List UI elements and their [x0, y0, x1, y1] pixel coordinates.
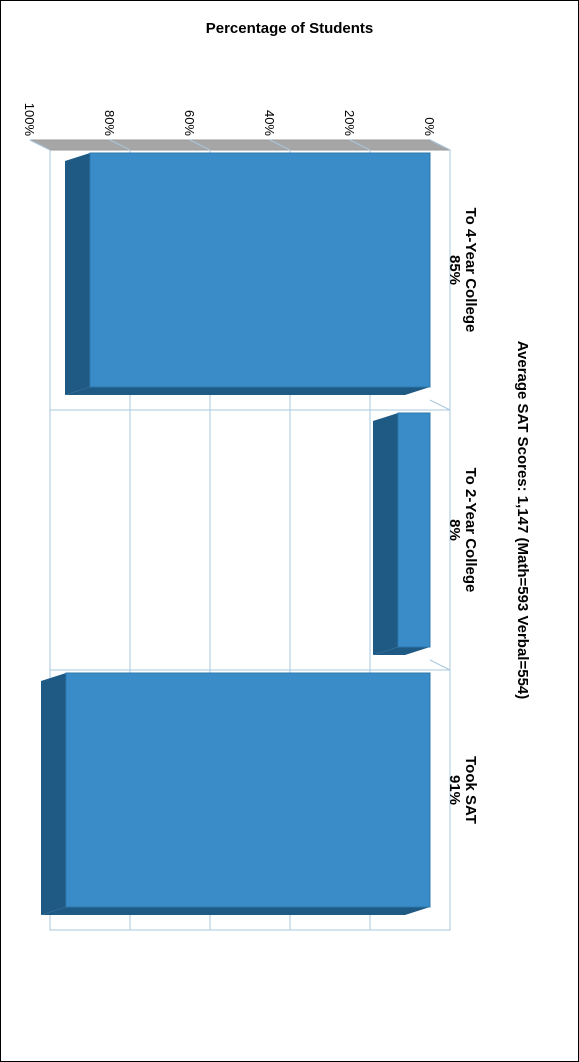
y-tick-label: 100% — [22, 103, 37, 137]
gridline-depth — [29, 139, 51, 151]
bar — [65, 672, 431, 908]
gridline-depth — [349, 139, 371, 151]
bar-side — [373, 647, 430, 655]
y-tick-label: 80% — [102, 110, 117, 136]
data-label: 85% — [446, 255, 463, 285]
y-tick-label: 20% — [342, 110, 357, 136]
y-tick-label: 60% — [182, 110, 197, 136]
data-label: 91% — [446, 775, 463, 805]
bar-top — [373, 413, 398, 655]
category-label: To 2-Year College — [462, 468, 479, 593]
bar-top — [65, 153, 90, 395]
category-label: Took SAT — [462, 756, 479, 824]
bar-top — [41, 673, 66, 915]
gridline-depth — [429, 139, 451, 151]
data-label: 8% — [446, 519, 463, 541]
chart-side-wall — [29, 139, 451, 151]
category-tick — [429, 659, 451, 671]
bar — [89, 152, 431, 388]
bar-side — [65, 387, 430, 395]
chart-title: Percentage of Students — [205, 20, 374, 37]
bar — [397, 412, 431, 648]
gridline-depth — [109, 139, 131, 151]
footnote: Average SAT Scores: 1,147 (Math=593 Verb… — [514, 341, 531, 700]
category-tick — [429, 399, 451, 411]
bar-side — [41, 907, 430, 915]
gridline-depth — [189, 139, 211, 151]
y-tick-label: 40% — [262, 110, 277, 136]
y-tick-label: 0% — [422, 117, 437, 136]
category-label: To 4-Year College — [462, 208, 479, 333]
gridline-depth — [269, 139, 291, 151]
